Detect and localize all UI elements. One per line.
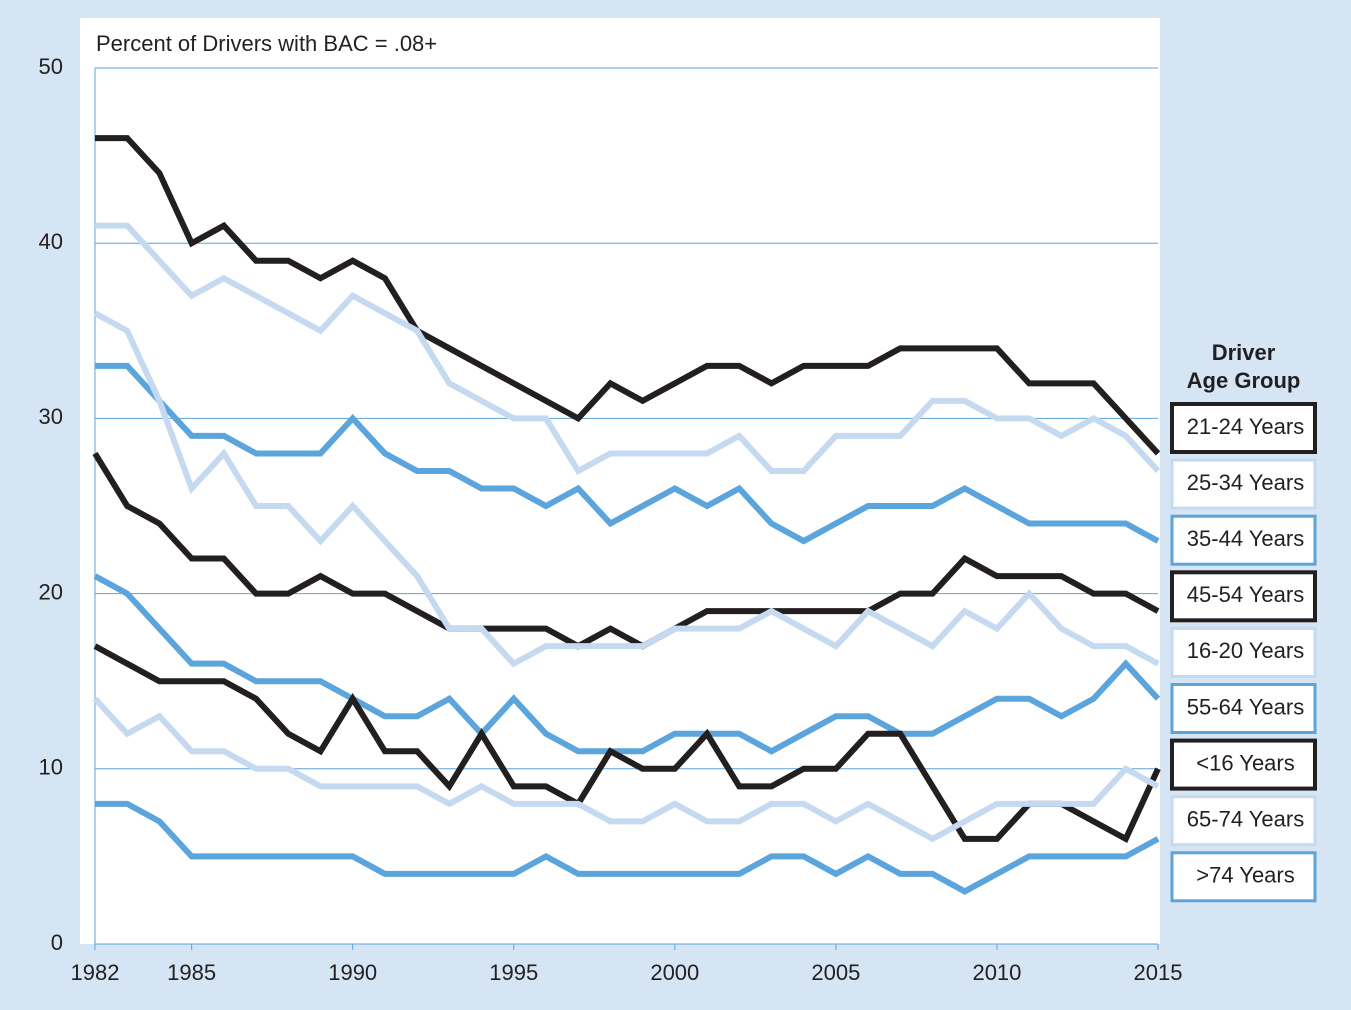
legend-box <box>1170 402 1317 454</box>
legend-title: Driver <box>1212 340 1276 365</box>
series-line <box>93 573 1161 755</box>
legend-box <box>1170 458 1317 510</box>
series-line <box>93 643 1161 844</box>
legend-box <box>1170 683 1317 734</box>
legend-label: 55-64 Years <box>1187 694 1304 719</box>
series-line <box>95 362 1160 545</box>
series-line <box>95 222 1161 475</box>
series-line <box>92 696 1160 843</box>
y-tick-label: 50 <box>39 54 63 79</box>
legend-label: >74 Years <box>1196 863 1294 888</box>
y-tick-label: 30 <box>39 404 63 429</box>
x-tick-label: 1985 <box>167 960 216 985</box>
y-tick-label: 10 <box>39 755 63 780</box>
legend-label: 21-24 Years <box>1187 414 1304 439</box>
x-tick-label: 1995 <box>489 960 538 985</box>
y-tick-label: 20 <box>39 579 63 604</box>
series-line <box>95 135 1161 456</box>
legend-box <box>1170 795 1317 847</box>
legend-box <box>1170 851 1317 903</box>
legend-label: 65-74 Years <box>1187 807 1304 832</box>
y-axis-label: Percent of Drivers with BAC = .08+ <box>96 31 437 56</box>
series-line <box>92 451 1160 650</box>
legend-box <box>1170 626 1317 678</box>
legend-box <box>1170 570 1317 623</box>
series-line <box>95 800 1160 895</box>
x-tick-label: 1982 <box>71 960 120 985</box>
legend-box <box>1170 738 1317 791</box>
x-tick-label: 1990 <box>328 960 377 985</box>
legend-label: 35-44 Years <box>1187 526 1304 551</box>
x-tick-label: 2015 <box>1134 960 1183 985</box>
y-tick-label: 40 <box>39 229 63 254</box>
x-tick-label: 2010 <box>972 960 1021 985</box>
x-tick-label: 2005 <box>811 960 860 985</box>
legend-box <box>1170 514 1317 566</box>
legend-label: 16-20 Years <box>1187 638 1304 663</box>
x-tick-label: 2000 <box>650 960 699 985</box>
plot-area <box>80 18 1160 944</box>
legend-label: 25-34 Years <box>1187 470 1304 495</box>
y-tick-label: 0 <box>51 930 63 955</box>
legend-label: <16 Years <box>1196 750 1294 775</box>
legend-title: Age Group <box>1187 368 1301 393</box>
legend-label: 45-54 Years <box>1187 582 1304 607</box>
series-line <box>93 310 1160 668</box>
